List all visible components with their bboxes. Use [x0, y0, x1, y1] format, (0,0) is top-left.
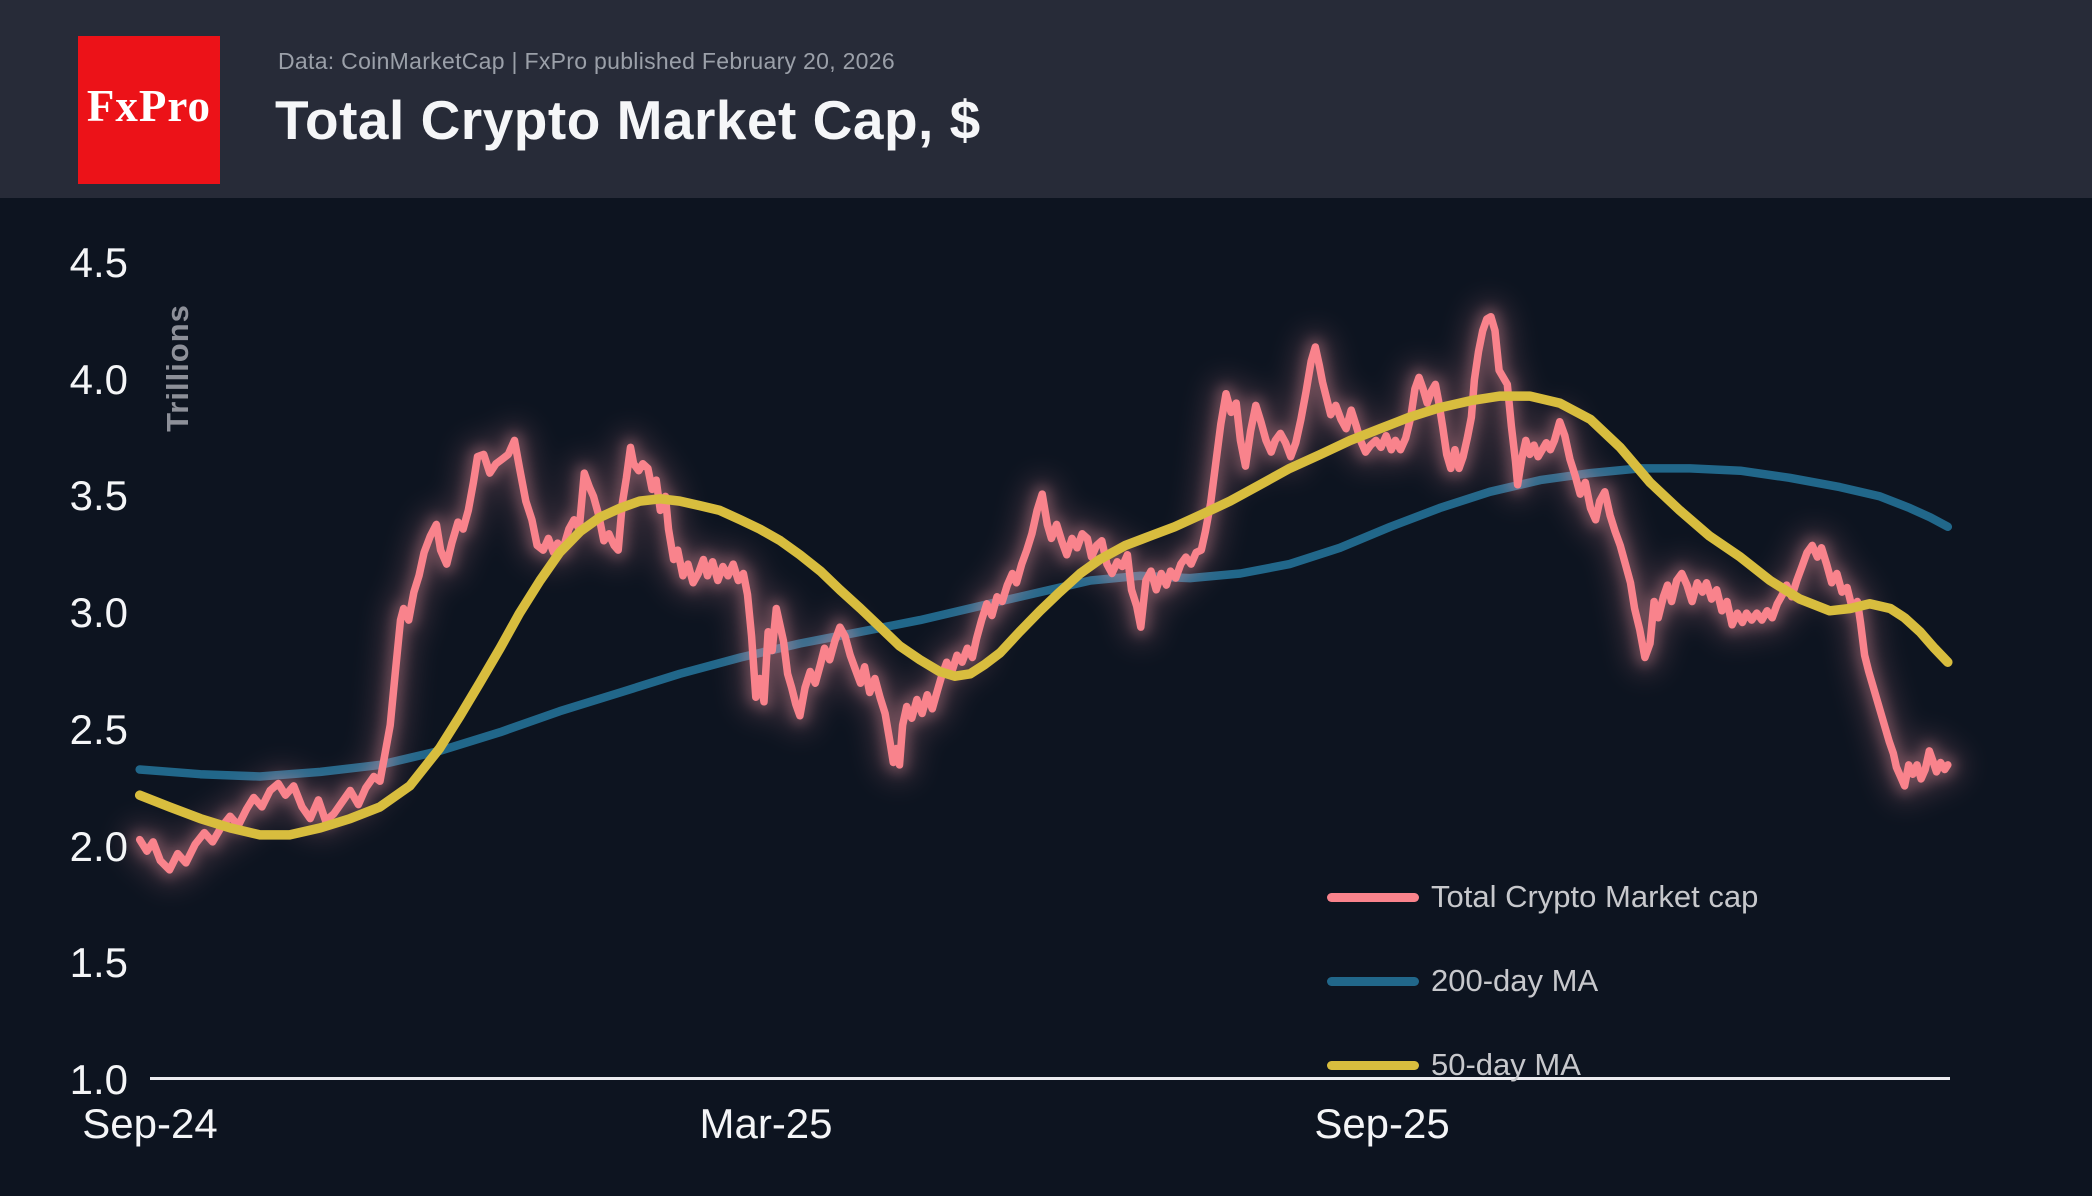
y-tick-4.5: 4.5	[69, 238, 128, 286]
page-title: Total Crypto Market Cap, $	[275, 89, 981, 151]
x-tick-sep-24: Sep-24	[82, 1100, 218, 1147]
legend-label: Total Crypto Market cap	[1431, 879, 1759, 914]
y-tick-2.0: 2.0	[69, 822, 128, 870]
x-tick-sep-25: Sep-25	[1314, 1100, 1450, 1147]
legend-label: 200-day MA	[1431, 963, 1599, 998]
legend-item-200-day-ma: 200-day MA	[1327, 939, 1758, 1023]
legend-swatch	[1327, 892, 1419, 902]
y-tick-2.5: 2.5	[69, 705, 128, 753]
legend-label: 50-day MA	[1431, 1047, 1581, 1082]
series-line-total-crypto-market-cap	[135, 312, 1952, 874]
fxpro-logo: FxPro	[78, 36, 220, 184]
header-bar: FxPro Data: CoinMarketCap | FxPro publis…	[0, 0, 2092, 198]
y-tick-1.5: 1.5	[69, 939, 128, 987]
y-tick-3.0: 3.0	[69, 589, 128, 637]
data-source-caption: Data: CoinMarketCap | FxPro published Fe…	[278, 48, 895, 74]
fxpro-logo-text: FxPro	[86, 81, 212, 131]
legend-item-50-day-ma: 50-day MA	[1327, 1023, 1758, 1107]
legend-item-total-crypto-market-cap: Total Crypto Market cap	[1327, 855, 1758, 939]
y-tick-1.0: 1.0	[69, 1056, 128, 1103]
series-line-50-day-ma	[134, 391, 1953, 840]
y-tick-3.5: 3.5	[69, 472, 128, 520]
legend: Total Crypto Market cap 200-day MA 50-day …	[1327, 855, 1758, 1107]
y-tick-4.0: 4.0	[69, 355, 128, 403]
x-tick-mar-25: Mar-25	[699, 1100, 833, 1147]
legend-swatch	[1327, 976, 1419, 986]
legend-swatch	[1327, 1060, 1419, 1070]
